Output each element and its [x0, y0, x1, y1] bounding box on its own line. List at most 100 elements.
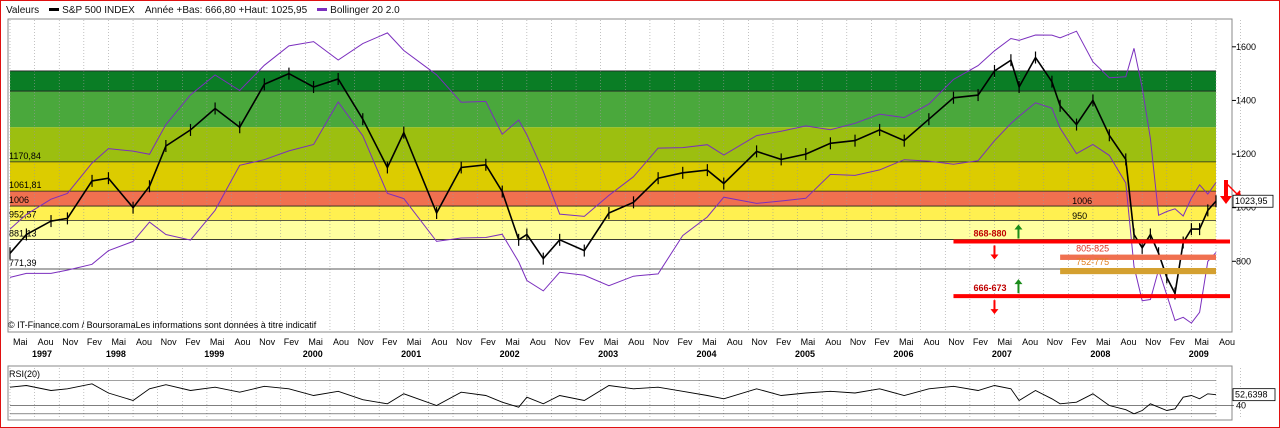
- price-swatch-icon: [49, 8, 60, 12]
- zone-label: 752-775: [1076, 257, 1109, 267]
- y-tick-label: 1400: [1236, 95, 1256, 105]
- x-month-label: Mai: [210, 337, 225, 347]
- zone-band: [1060, 267, 1216, 275]
- level-label: 771,39: [9, 258, 37, 268]
- arrow-down-icon: [990, 300, 999, 315]
- support-label: 666-673: [973, 283, 1006, 293]
- y-tick-label: 800: [1236, 256, 1251, 266]
- rsi-last-label: 52,6398: [1235, 390, 1268, 400]
- arrow-down-icon: [990, 245, 999, 260]
- arrow-down-icon: [1220, 180, 1232, 204]
- x-year-label: 2002: [500, 349, 520, 359]
- x-year-label: 2006: [893, 349, 913, 359]
- x-month-label: Mai: [604, 337, 619, 347]
- x-month-label: Mai: [702, 337, 717, 347]
- x-month-label: Aou: [628, 337, 644, 347]
- x-month-label: Fev: [1071, 337, 1087, 347]
- rsi-last-box: [1232, 388, 1276, 402]
- x-month-label: Nov: [554, 337, 571, 347]
- support-label: 868-880: [973, 228, 1006, 238]
- price-band-6: [10, 220, 1216, 240]
- x-year-label: 2000: [303, 349, 323, 359]
- x-month-label: Aou: [1219, 337, 1235, 347]
- x-month-label: Mai: [801, 337, 816, 347]
- price-band-2: [10, 127, 1216, 162]
- x-month-label: Nov: [653, 337, 670, 347]
- x-year-label: 2009: [1189, 349, 1209, 359]
- header-bollinger: Bollinger 20 2.0: [317, 5, 400, 16]
- x-month-label: Fev: [185, 337, 201, 347]
- bollinger-lower: [9, 101, 1217, 324]
- bollinger-upper: [9, 30, 1217, 230]
- x-month-label: Aou: [431, 337, 447, 347]
- rsi-tick-label: 40: [1236, 401, 1246, 411]
- level-label: 1006: [9, 195, 29, 205]
- x-month-label: Aou: [38, 337, 54, 347]
- x-month-label: Fev: [481, 337, 497, 347]
- x-month-label: Mai: [111, 337, 126, 347]
- x-month-label: Mai: [997, 337, 1012, 347]
- x-month-label: Nov: [358, 337, 375, 347]
- x-month-label: Nov: [948, 337, 965, 347]
- header-range: Année +Bas: 666,80 +Haut: 1025,95: [144, 4, 308, 16]
- x-month-label: Nov: [751, 337, 768, 347]
- last-value-label: 1023,95: [1235, 196, 1268, 206]
- arrow-down-icon: [1226, 183, 1241, 198]
- price-band-5: [10, 206, 1216, 221]
- x-year-label: 2001: [401, 349, 421, 359]
- level-label: 952,57: [9, 209, 37, 219]
- header-instrument: S&P 500 INDEX: [49, 5, 135, 16]
- header-prefix: Valeurs: [6, 4, 40, 16]
- x-month-label: Nov: [161, 337, 178, 347]
- x-year-label: 2005: [795, 349, 815, 359]
- rsi-area: [7, 365, 1233, 421]
- x-year-label: 2003: [598, 349, 618, 359]
- x-month-label: Aou: [727, 337, 743, 347]
- x-month-label: Aou: [1022, 337, 1038, 347]
- rsi-title: RSI(20): [9, 369, 40, 379]
- y-tick-label: 1200: [1236, 149, 1256, 159]
- x-year-label: 2007: [992, 349, 1012, 359]
- x-year-label: 2004: [697, 349, 717, 359]
- x-month-label: Fev: [678, 337, 694, 347]
- x-month-label: Fev: [1170, 337, 1186, 347]
- x-month-label: Aou: [333, 337, 349, 347]
- x-month-label: Aou: [136, 337, 152, 347]
- price-band-0: [10, 70, 1216, 92]
- x-month-label: Fev: [776, 337, 792, 347]
- x-month-label: Nov: [456, 337, 473, 347]
- rsi-line: [9, 383, 1217, 415]
- x-month-label: Mai: [899, 337, 914, 347]
- arrow-up-icon: [1014, 279, 1023, 294]
- level-annotation: 1006: [1072, 196, 1092, 206]
- x-month-label: Fev: [382, 337, 398, 347]
- level-annotation: 950: [1072, 211, 1087, 221]
- x-month-label: Fev: [973, 337, 989, 347]
- x-month-label: Fev: [87, 337, 103, 347]
- x-month-label: Mai: [308, 337, 323, 347]
- header-bollinger-label: Bollinger 20 2.0: [330, 4, 400, 16]
- x-year-label: 1999: [204, 349, 224, 359]
- x-month-label: Nov: [62, 337, 79, 347]
- x-month-label: Aou: [924, 337, 940, 347]
- x-month-label: Fev: [284, 337, 300, 347]
- x-month-label: Aou: [530, 337, 546, 347]
- x-year-label: 1997: [32, 349, 52, 359]
- x-month-label: Nov: [1145, 337, 1162, 347]
- x-month-label: Mai: [13, 337, 28, 347]
- x-month-label: Nov: [1047, 337, 1064, 347]
- zone-band: [1060, 254, 1216, 260]
- x-month-label: Nov: [850, 337, 867, 347]
- chart-header: Valeurs S&P 500 INDEX Année +Bas: 666,80…: [6, 3, 400, 17]
- x-month-label: Mai: [505, 337, 520, 347]
- x-month-label: Aou: [1121, 337, 1137, 347]
- x-month-label: Mai: [1096, 337, 1111, 347]
- credit-text: © IT-Finance.com / BoursoramaLes informa…: [8, 320, 317, 330]
- price-band-4: [10, 191, 1216, 207]
- price-band-3: [10, 161, 1216, 192]
- x-month-label: Nov: [259, 337, 276, 347]
- level-label: 1170,84: [9, 151, 41, 161]
- level-label: 881,13: [9, 229, 37, 239]
- x-month-label: Mai: [1194, 337, 1209, 347]
